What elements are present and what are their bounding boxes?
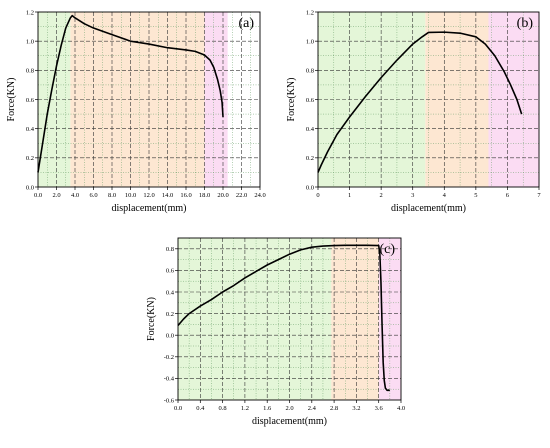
x-tick-label: 2.0 bbox=[285, 405, 293, 412]
region-green bbox=[318, 12, 426, 187]
x-tick-label: 16.0 bbox=[180, 192, 191, 199]
x-tick-label: 20.0 bbox=[217, 192, 228, 199]
x-tick-label: 7 bbox=[537, 192, 541, 199]
panel-c: 0.0 0.4 0.8 1.2 1.6 2.0 2.4 2.8 3.2 3.6 4.0 -0.6 -0.… bbox=[146, 237, 405, 427]
y-axis-label: Force(KN) bbox=[286, 78, 297, 122]
x-tick-label: 22.0 bbox=[236, 192, 247, 199]
x-tick-label: 18.0 bbox=[199, 192, 210, 199]
x-tick-label: 1 bbox=[348, 192, 351, 199]
y-tick-label: 0.0 bbox=[26, 184, 34, 191]
panel-a: 0.0 2.0 4.0 6.0 8.0 10.0 12.0 14.0 16.0 18.0 20.0 2… bbox=[6, 9, 266, 214]
panel-label: (b) bbox=[517, 16, 534, 31]
x-tick-label: 12.0 bbox=[143, 192, 154, 199]
x-tick-label: 0.0 bbox=[34, 192, 42, 199]
panel-label: (c) bbox=[379, 242, 395, 257]
force-displacement-line bbox=[317, 31, 523, 173]
region-green bbox=[178, 238, 332, 400]
y-tick-label: 0.6 bbox=[166, 268, 175, 275]
y-tick-label: 0.8 bbox=[306, 68, 314, 75]
y-tick-label: 0.6 bbox=[26, 97, 35, 104]
x-axis-label: displacement(mm) bbox=[391, 203, 466, 214]
panel-label: (a) bbox=[238, 16, 254, 31]
x-axis-label: displacement(mm) bbox=[252, 416, 327, 427]
x-tick-label: 24.0 bbox=[254, 192, 265, 199]
y-tick-label: 0.8 bbox=[26, 68, 34, 75]
region-pink bbox=[204, 12, 228, 187]
x-tick-label: 2.8 bbox=[330, 405, 338, 412]
grid bbox=[178, 238, 401, 400]
x-tick-label: 5 bbox=[474, 192, 477, 199]
y-tick-label: 0.2 bbox=[166, 311, 174, 318]
x-axis-label: displacement(mm) bbox=[112, 203, 187, 214]
y-tick-label: 0.4 bbox=[26, 126, 35, 133]
x-tick-label: 4.0 bbox=[71, 192, 79, 199]
y-tick-label: 1.0 bbox=[306, 38, 314, 45]
y-tick-label: 0.4 bbox=[306, 126, 315, 133]
y-axis-label: Force(KN) bbox=[146, 297, 157, 341]
x-tick-label: 1.2 bbox=[241, 405, 249, 412]
y-tick-label: 1.0 bbox=[26, 38, 34, 45]
x-tick-label: 2 bbox=[380, 192, 383, 199]
y-tick-label: 1.2 bbox=[26, 9, 34, 16]
y-tick-label: 0.2 bbox=[306, 155, 314, 162]
x-tick-label: 8.0 bbox=[108, 192, 116, 199]
x-tick-label: 14.0 bbox=[162, 192, 173, 199]
y-tick-label: -0.6 bbox=[164, 397, 175, 404]
x-tick-label: 2.0 bbox=[52, 192, 60, 199]
force-displacement-line bbox=[177, 244, 390, 392]
y-tick-label: -0.4 bbox=[164, 376, 175, 383]
grid bbox=[318, 12, 539, 187]
x-tick-label: 0.8 bbox=[219, 405, 227, 412]
y-tick-label: 0.6 bbox=[306, 97, 315, 104]
y-tick-label: -0.2 bbox=[164, 354, 174, 361]
y-axis-label: Force(KN) bbox=[6, 78, 17, 122]
x-tick-label: 6.0 bbox=[89, 192, 97, 199]
x-tick-label: 6 bbox=[506, 192, 510, 199]
y-tick-label: 0.0 bbox=[306, 184, 314, 191]
panel-b: 0 1 2 3 4 5 6 7 0.0 0.2 0.4 0.6 0.8 1.0 1.2 displacemen… bbox=[286, 9, 541, 214]
x-tick-label: 4 bbox=[443, 192, 447, 199]
x-tick-label: 0.4 bbox=[196, 405, 205, 412]
x-tick-label: 3 bbox=[411, 192, 414, 199]
y-tick-label: 1.2 bbox=[306, 9, 314, 16]
x-tick-label: 3.6 bbox=[375, 405, 384, 412]
force-displacement-line bbox=[37, 14, 224, 173]
x-tick-label: 10.0 bbox=[125, 192, 136, 199]
y-tick-label: 0.8 bbox=[166, 246, 174, 253]
x-tick-label: 2.4 bbox=[308, 405, 317, 412]
y-tick-label: 0.4 bbox=[166, 289, 175, 296]
region-orange bbox=[331, 238, 379, 400]
y-tick-label: 0.2 bbox=[26, 155, 34, 162]
x-tick-label: 0.0 bbox=[174, 405, 182, 412]
x-tick-label: 1.6 bbox=[263, 405, 272, 412]
x-tick-label: 0 bbox=[316, 192, 319, 199]
x-tick-label: 4.0 bbox=[397, 405, 405, 412]
y-tick-label: 0.0 bbox=[166, 333, 174, 340]
x-tick-label: 3.2 bbox=[352, 405, 360, 412]
